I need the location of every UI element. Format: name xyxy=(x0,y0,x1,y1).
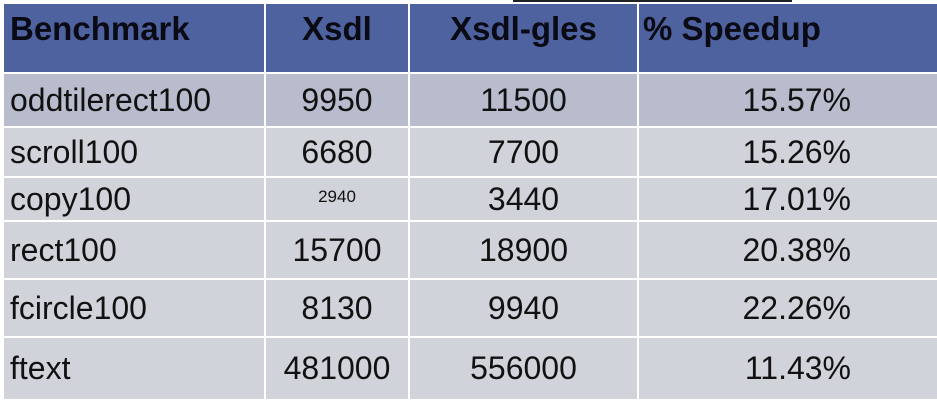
xsdl-gles-cell: 11500 xyxy=(408,72,639,128)
table-row: oddtilerect100 9950 11500 15.57% xyxy=(2,72,937,128)
speedup-cell: 15.26% xyxy=(637,126,937,178)
benchmark-cell: copy100 xyxy=(2,176,266,222)
xsdl-value: 2940 xyxy=(318,186,356,206)
header-xsdl: Xsdl xyxy=(264,2,410,74)
header-row: Benchmark Xsdl Xsdl-gles % Speedup xyxy=(2,2,937,74)
speedup-cell: 22.26% xyxy=(637,278,937,338)
xsdl-gles-cell: 556000 xyxy=(408,336,639,401)
benchmark-cell: fcircle100 xyxy=(2,278,266,338)
benchmark-cell: oddtilerect100 xyxy=(2,72,266,128)
xsdl-cell: 481000 xyxy=(264,336,410,401)
xsdl-gles-cell: 3440 xyxy=(408,176,639,222)
table-row: fcircle100 8130 9940 22.26% xyxy=(2,278,937,338)
xsdl-cell: 9950 xyxy=(264,72,410,128)
xsdl-cell: 6680 xyxy=(264,126,410,178)
benchmark-cell: scroll100 xyxy=(2,126,266,178)
xsdl-gles-cell: 9940 xyxy=(408,278,639,338)
top-rule xyxy=(513,0,792,2)
xsdl-gles-cell: 7700 xyxy=(408,126,639,178)
table-row: ftext 481000 556000 11.43% xyxy=(2,336,937,401)
speedup-cell: 15.57% xyxy=(637,72,937,128)
header-xsdl-gles: Xsdl-gles xyxy=(408,2,639,74)
table-row: rect100 15700 18900 20.38% xyxy=(2,220,937,280)
speedup-cell: 11.43% xyxy=(637,336,937,401)
benchmark-cell: rect100 xyxy=(2,220,266,280)
speedup-cell: 17.01% xyxy=(637,176,937,222)
xsdl-cell: 2940 xyxy=(264,176,410,222)
xsdl-cell: 15700 xyxy=(264,220,410,280)
benchmark-cell: ftext xyxy=(2,336,266,401)
header-benchmark: Benchmark xyxy=(2,2,266,74)
speedup-cell: 20.38% xyxy=(637,220,937,280)
header-speedup: % Speedup xyxy=(637,2,937,74)
table-row: scroll100 6680 7700 15.26% xyxy=(2,126,937,178)
xsdl-gles-cell: 18900 xyxy=(408,220,639,280)
table-row: copy100 2940 3440 17.01% xyxy=(2,176,937,222)
xsdl-cell: 8130 xyxy=(264,278,410,338)
